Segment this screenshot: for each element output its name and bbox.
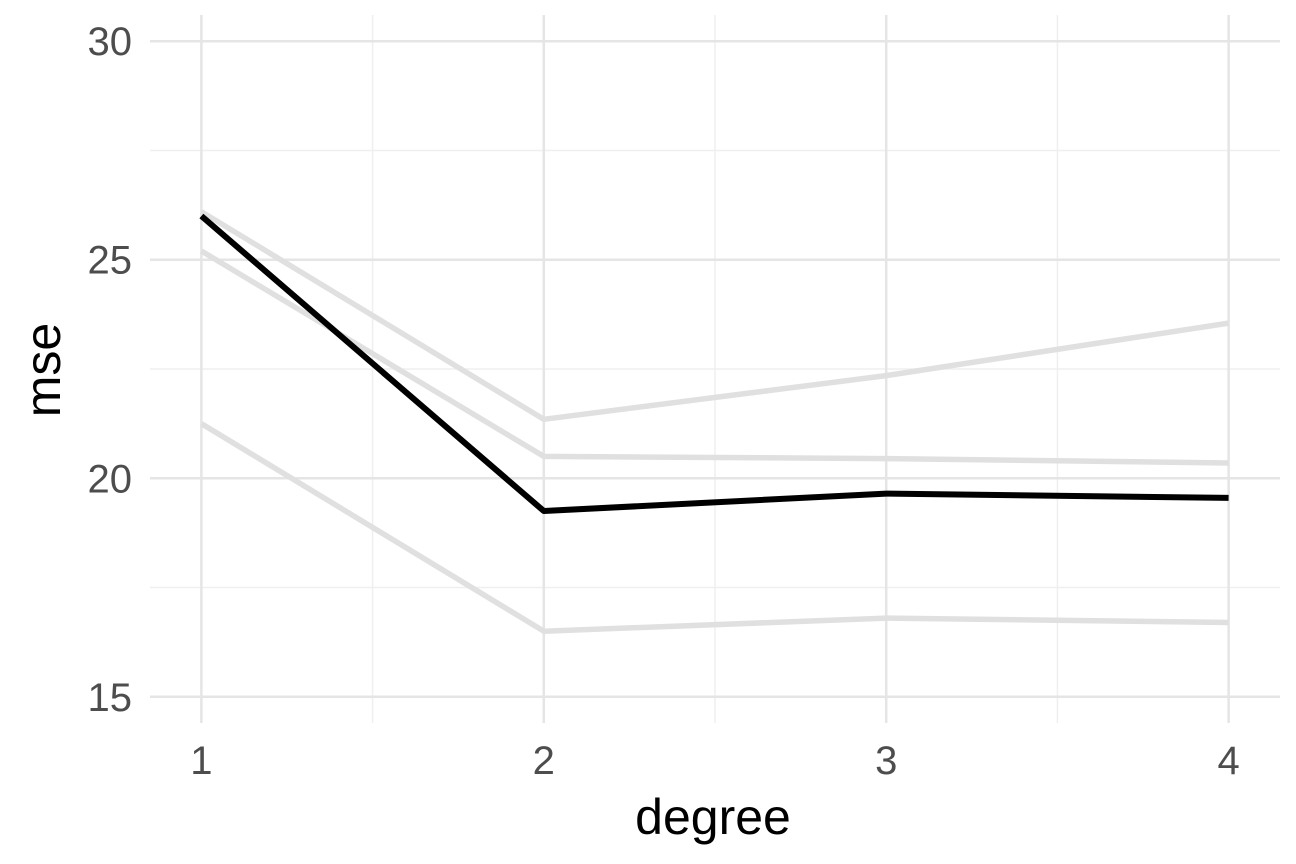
y-tick-label: 15 bbox=[88, 676, 133, 720]
x-tick-label: 4 bbox=[1218, 739, 1240, 783]
series-line-4 bbox=[199, 213, 1229, 514]
x-tick-label: 3 bbox=[875, 739, 897, 783]
series-group bbox=[199, 209, 1230, 634]
x-axis-ticks: 1 2 3 4 bbox=[190, 739, 1240, 783]
series-line-2 bbox=[199, 209, 1230, 423]
y-axis-ticks: 15 20 25 30 bbox=[88, 20, 133, 720]
y-tick-label: 20 bbox=[88, 457, 133, 501]
y-tick-label: 25 bbox=[88, 239, 133, 283]
series-line-1 bbox=[199, 248, 1229, 466]
series-line-3 bbox=[199, 421, 1229, 634]
x-tick-label: 1 bbox=[190, 739, 212, 783]
y-tick-label: 30 bbox=[88, 20, 133, 64]
x-axis-title: degree bbox=[635, 789, 791, 845]
x-tick-label: 2 bbox=[533, 739, 555, 783]
y-axis-title: mse bbox=[15, 323, 71, 417]
grid bbox=[150, 15, 1280, 723]
